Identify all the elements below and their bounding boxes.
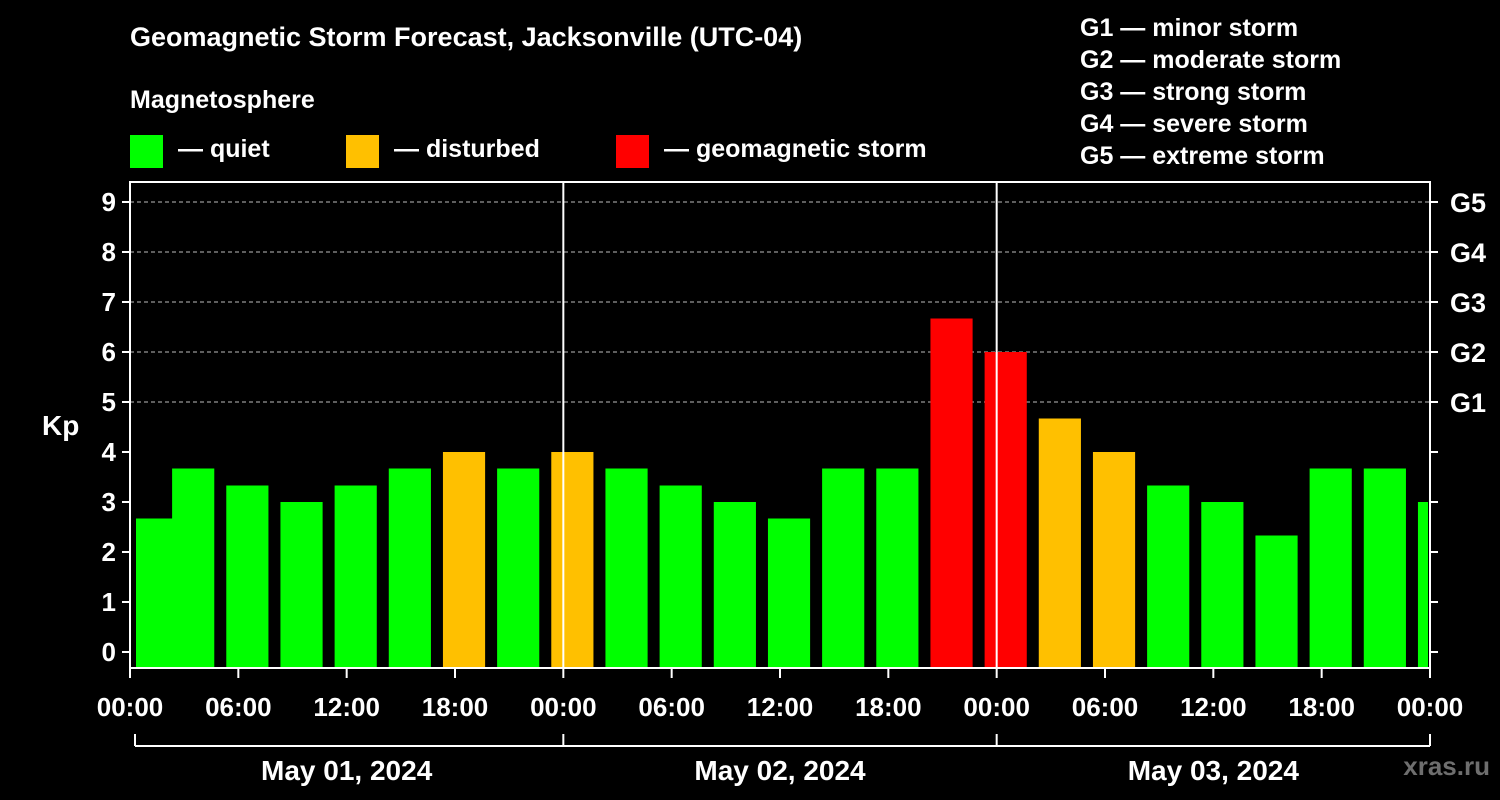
kp-bar [497,468,540,668]
kp-bar [442,452,486,668]
kp-bar [876,468,919,668]
g-level-label: G2 [1450,338,1486,368]
date-label: May 03, 2024 [1128,755,1300,786]
y-tick-label: 7 [102,287,116,317]
x-tick-label: 06:00 [638,692,705,722]
storm-level-g3: G3 — strong storm [1080,78,1307,106]
legend-swatch-disturbed [346,135,379,168]
kp-bar [659,485,702,668]
date-label: May 01, 2024 [261,755,433,786]
legend-label-storm: — geomagnetic storm [664,135,927,163]
x-tick-label: 12:00 [1180,692,1247,722]
kp-bar [930,318,973,668]
storm-level-g5: G5 — extreme storm [1080,142,1325,170]
g-level-label: G4 [1450,238,1486,268]
kp-bar [984,352,1027,668]
y-tick-label: 9 [102,187,116,217]
chart-title: Geomagnetic Storm Forecast, Jacksonville… [130,22,803,52]
x-tick-label: 00:00 [1397,692,1464,722]
x-tick-label: 00:00 [963,692,1030,722]
storm-level-g2: G2 — moderate storm [1080,46,1342,74]
y-tick-label: 2 [102,537,116,567]
y-tick-label: 5 [102,387,116,417]
kp-bar [1363,468,1406,668]
legend-label-quiet: — quiet [178,135,270,163]
x-tick-label: 00:00 [97,692,164,722]
kp-bar [1038,418,1081,668]
kp-bar [1201,502,1244,668]
kp-bar [172,468,215,668]
kp-bar [1309,468,1352,668]
g-level-label: G3 [1450,288,1486,318]
y-tick-label: 0 [102,637,116,667]
storm-level-g4: G4 — severe storm [1080,110,1308,138]
y-tick-label: 4 [102,437,117,467]
x-tick-label: 18:00 [855,692,922,722]
y-tick-label: 8 [102,237,116,267]
kp-bar [280,502,323,668]
legend-subtitle: Magnetosphere [130,86,315,114]
g-level-label: G5 [1450,188,1486,218]
watermark: xras.ru [1403,751,1490,781]
kp-bar [713,502,756,668]
storm-level-g1: G1 — minor storm [1080,14,1299,42]
x-tick-label: 06:00 [205,692,272,722]
legend-swatch-storm [616,135,649,168]
kp-bar [334,485,377,668]
x-tick-label: 18:00 [422,692,489,722]
kp-bar [1147,485,1190,668]
date-label: May 02, 2024 [694,755,866,786]
kp-bar [551,452,594,668]
legend-label-disturbed: — disturbed [394,135,540,163]
x-tick-label: 12:00 [313,692,380,722]
x-tick-label: 06:00 [1072,692,1139,722]
kp-bar [1417,502,1428,668]
y-tick-label: 1 [102,587,116,617]
x-tick-label: 18:00 [1288,692,1355,722]
legend-swatch-quiet [130,135,163,168]
kp-bar [767,518,811,668]
y-tick-label: 6 [102,337,116,367]
kp-bar [605,468,648,668]
g-level-label: G1 [1450,388,1486,418]
y-axis-label: Kp [42,410,80,441]
x-tick-label: 00:00 [530,692,597,722]
kp-bar [388,468,431,668]
y-tick-label: 3 [102,487,116,517]
kp-bar [136,518,179,668]
kp-bar [1092,452,1136,668]
kp-bar [1255,535,1298,668]
kp-bar [822,468,865,668]
x-tick-label: 12:00 [747,692,814,722]
kp-bar [226,485,269,668]
